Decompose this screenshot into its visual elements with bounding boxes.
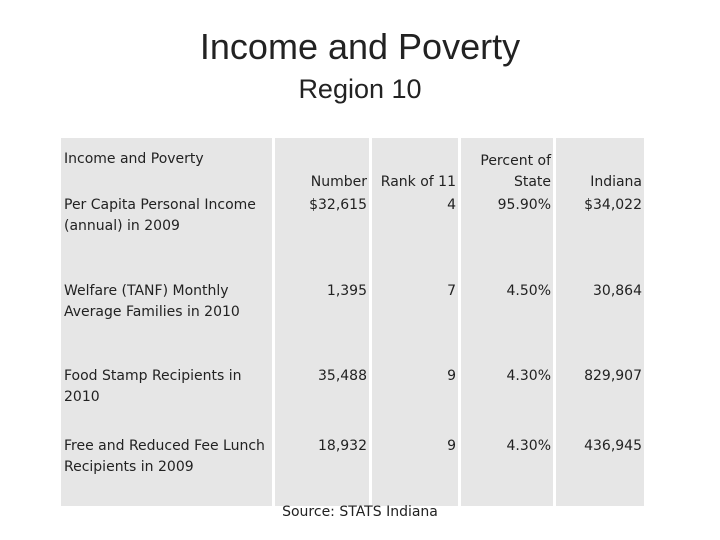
table-cell: Free and Reduced Fee Lunch Recipients in… [61,418,272,506]
title: Income and Poverty [199,26,521,67]
data-table: Income and Poverty Number Rank of 11 Percen… [58,138,647,506]
table-cell: 4.50% [461,263,553,348]
table-cell: 9 [372,348,458,418]
table-cell: $34,022 [556,193,644,263]
table-cell: Welfare (TANF) Monthly Average Families … [61,263,272,348]
table-cell: 7 [372,263,458,348]
table-row: Free and Reduced Fee Lunch Recipients in… [61,418,644,506]
table-cell: 4.30% [461,418,553,506]
header-cell: Percent of State [461,138,553,193]
subtitle: Region 10 [298,74,422,104]
header-cell: Number [275,138,369,193]
table-cell: 829,907 [556,348,644,418]
table-row: Welfare (TANF) Monthly Average Families … [61,263,644,348]
table-cell: Per Capita Personal Income (annual) in 2… [61,193,272,263]
table-cell: 35,488 [275,348,369,418]
table-cell: 95.90% [461,193,553,263]
source: Source: STATS Indiana [282,504,438,520]
table-cell: $32,615 [275,193,369,263]
header-row: Income and Poverty Number Rank of 11 Percen… [61,138,644,193]
table-cell: 30,864 [556,263,644,348]
header-cell: Rank of 11 [372,138,458,193]
table-cell: 4 [372,193,458,263]
header-cell: Indiana [556,138,644,193]
table-row: Food Stamp Recipients in 2010 35,488 9 4.30… [61,348,644,418]
table-cell: 436,945 [556,418,644,506]
table-body: Income and Poverty Number Rank of 11 Percen… [61,138,644,506]
table-cell: 9 [372,418,458,506]
table-cell: Food Stamp Recipients in 2010 [61,348,272,418]
header-cell: Income and Poverty [61,138,272,193]
table-cell: 4.30% [461,348,553,418]
table-row: Per Capita Personal Income (annual) in 2… [61,193,644,263]
table-cell: 18,932 [275,418,369,506]
table-cell: 1,395 [275,263,369,348]
